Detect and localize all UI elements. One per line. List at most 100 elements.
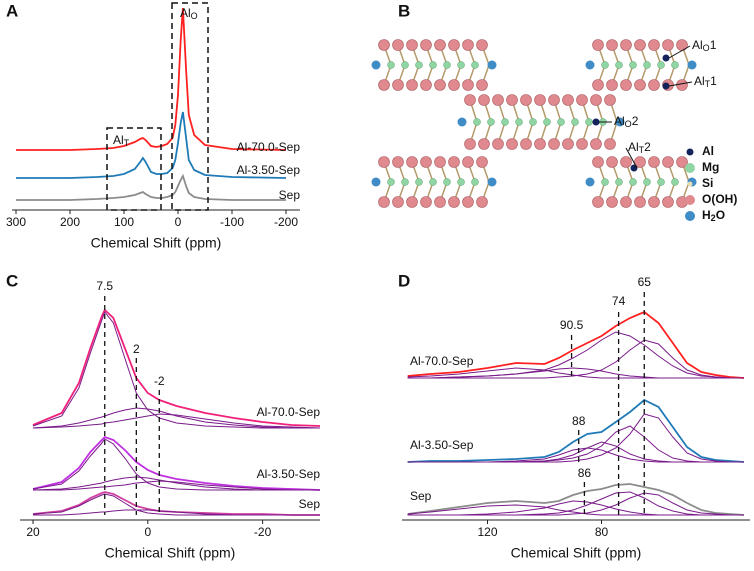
o-atom [534, 94, 546, 106]
o-atom [620, 79, 632, 91]
o-atom [592, 156, 604, 168]
o-atom [462, 156, 474, 168]
panel-letter: B [398, 1, 410, 20]
fit-component [32, 438, 320, 491]
x-tick-label: 300 [6, 215, 26, 229]
mg-atom [457, 178, 465, 186]
al-atom [662, 54, 670, 62]
spectrum-label: Sep [410, 489, 432, 503]
fit-component [33, 480, 320, 491]
panel-letter: C [6, 271, 18, 290]
label-base: O(OH) [702, 192, 737, 206]
spectrum [16, 7, 287, 151]
o-atom [676, 156, 688, 168]
label-base: Al [113, 133, 124, 147]
label-sub: 2 [711, 213, 716, 223]
mg-atom [443, 178, 451, 186]
o-atom [464, 94, 476, 106]
mg-atom [429, 178, 437, 186]
o-atom [406, 156, 418, 168]
mg-atom [571, 118, 579, 126]
spectrum-label: Al-70.0-Sep [237, 140, 301, 154]
site-label: AlT1 [694, 74, 717, 89]
o-atom [462, 79, 474, 91]
legend-label: Si [702, 176, 713, 190]
marker-label: 86 [578, 466, 592, 480]
mg-atom [629, 61, 637, 69]
label-base: Al [628, 140, 639, 154]
o-atom [420, 39, 432, 51]
x-tick-label: 100 [114, 215, 134, 229]
panel-letter: A [6, 1, 18, 20]
spectrum-label: Sep [299, 497, 321, 511]
mg-atom [415, 61, 423, 69]
label-sub: T [705, 79, 711, 89]
panel-letter: D [398, 271, 410, 290]
mg-atom [657, 178, 665, 186]
h2o [487, 177, 497, 187]
mg-atom [429, 61, 437, 69]
marker-label: 2 [133, 342, 140, 356]
o-atom [392, 156, 404, 168]
o-atom [378, 156, 390, 168]
spectrum [407, 310, 745, 379]
o-atom [420, 196, 432, 208]
h2o [615, 117, 625, 127]
mg-atom [601, 178, 609, 186]
mg-atom [671, 61, 679, 69]
h2o [487, 60, 497, 70]
o-atom [606, 79, 618, 91]
mg-atom [615, 61, 623, 69]
marker-label: 90.5 [560, 318, 584, 332]
mg-atom [387, 61, 395, 69]
label-num: 2 [632, 114, 639, 128]
label-num: 1 [710, 74, 717, 88]
o-atom [634, 79, 646, 91]
legend-label: Al [702, 144, 714, 158]
o-atom [576, 138, 588, 150]
o-atom [548, 138, 560, 150]
site-label: AlT2 [628, 140, 651, 155]
mg-atom [615, 178, 623, 186]
o-atom [590, 138, 602, 150]
o-atom [378, 79, 390, 91]
o-atom [620, 39, 632, 51]
o-atom [420, 79, 432, 91]
spectrum-label: Al-3.50-Sep [237, 163, 301, 177]
spectrum-label: Al-3.50-Sep [257, 467, 321, 481]
site-label: AlO2 [614, 114, 639, 129]
region-box [171, 2, 209, 211]
o-atom [476, 79, 488, 91]
fit-component [407, 367, 744, 379]
x-tick-label: 20 [26, 525, 40, 539]
o-atom [406, 196, 418, 208]
legend-swatch [686, 148, 694, 156]
o-atom [604, 94, 616, 106]
legend-swatch [685, 195, 695, 205]
mg-atom [415, 178, 423, 186]
x-tick-label: 200 [60, 215, 80, 229]
legend-label: O(OH) [702, 192, 737, 206]
mg-atom [529, 118, 537, 126]
mg-atom [657, 61, 665, 69]
o-atom [562, 138, 574, 150]
pointer [625, 147, 638, 169]
mg-atom [401, 178, 409, 186]
label-base: Mg [702, 160, 719, 174]
fit-component [32, 310, 320, 429]
o-atom [620, 156, 632, 168]
label-base: Al [692, 38, 703, 52]
marker-label: 74 [612, 294, 626, 308]
site-label: AlO1 [692, 38, 717, 53]
o-atom [592, 196, 604, 208]
x-tick-label: 0 [144, 525, 151, 539]
o-atom [434, 79, 446, 91]
pointer [668, 81, 693, 87]
spectrum-label: Sep [279, 188, 301, 202]
o-atom [392, 79, 404, 91]
fit-component [407, 492, 744, 516]
o-atom [520, 138, 532, 150]
spectrum-label: Al-3.50-Sep [410, 438, 474, 452]
